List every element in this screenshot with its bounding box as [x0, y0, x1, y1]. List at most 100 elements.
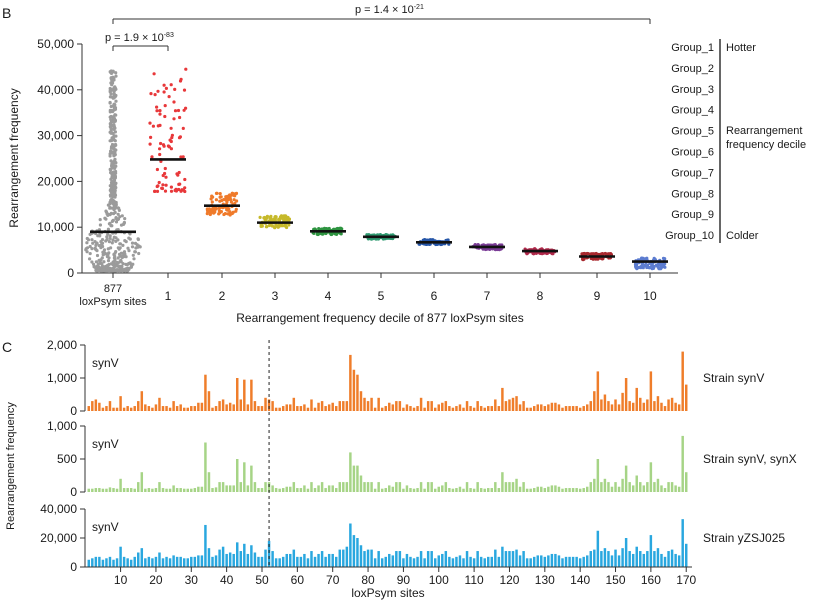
bar: [239, 551, 243, 567]
bar: [331, 402, 334, 411]
bar: [649, 535, 653, 567]
data-point: [284, 218, 288, 222]
bar: [345, 401, 349, 411]
data-point: [639, 266, 643, 270]
sig-short-label: p = 1.9 × 10-83: [105, 32, 174, 44]
bar: [610, 404, 614, 411]
row-y-tick-label: 1,000: [47, 419, 77, 433]
data-point: [161, 183, 165, 187]
data-point: [267, 223, 272, 228]
bar: [105, 406, 108, 411]
bar: [115, 558, 119, 567]
bar: [172, 555, 175, 567]
bar: [412, 558, 416, 567]
bar: [179, 488, 182, 492]
bar: [451, 407, 455, 411]
bar: [490, 488, 494, 492]
bar: [540, 486, 543, 492]
data-point: [111, 69, 115, 73]
bar: [274, 488, 278, 492]
bar: [211, 488, 214, 492]
bar: [243, 379, 246, 411]
data-point: [122, 221, 126, 225]
bar: [165, 488, 168, 492]
data-point: [95, 241, 99, 245]
data-point: [148, 121, 152, 125]
bar: [94, 399, 98, 411]
bar: [370, 397, 373, 411]
bar: [610, 486, 614, 492]
data-point: [93, 246, 97, 250]
bar: [236, 459, 239, 492]
bar: [366, 549, 370, 567]
data-point: [88, 252, 92, 256]
bar: [451, 558, 455, 567]
bar: [589, 482, 593, 492]
bar: [214, 406, 218, 411]
bar: [380, 407, 384, 411]
bar: [296, 406, 299, 411]
bar: [409, 488, 412, 492]
x-tick-label: 50: [255, 573, 269, 587]
bar: [483, 488, 486, 492]
bar: [462, 407, 465, 411]
bar: [225, 553, 228, 567]
bar: [232, 485, 235, 492]
data-point: [110, 183, 114, 187]
bar: [656, 548, 660, 567]
bar: [593, 478, 596, 492]
data-point: [109, 114, 113, 119]
data-point: [101, 253, 105, 257]
bar: [324, 406, 327, 411]
bar: [197, 402, 200, 411]
data-point: [235, 199, 239, 203]
bar: [158, 482, 161, 492]
bar: [412, 488, 416, 492]
data-point: [184, 67, 188, 71]
x-tick-label: 40: [220, 573, 234, 587]
bar: [607, 401, 610, 411]
data-point: [98, 234, 102, 238]
data-point: [281, 217, 285, 221]
data-point: [659, 267, 663, 271]
bar: [589, 401, 593, 411]
bar: [508, 551, 511, 567]
bar: [108, 556, 112, 567]
row-tag: synV: [92, 520, 119, 534]
data-point: [228, 197, 233, 201]
bar: [557, 404, 561, 411]
bar: [593, 391, 596, 411]
bar: [586, 486, 589, 492]
data-point: [128, 237, 132, 241]
data-point: [113, 183, 117, 187]
data-point: [169, 185, 173, 189]
data-point: [181, 126, 185, 130]
bar: [614, 549, 617, 567]
data-point: [231, 210, 235, 214]
data-point: [109, 76, 113, 80]
panel-b-legend: Hotter Rearrangement frequency decile Co…: [665, 39, 806, 243]
data-point: [90, 247, 94, 251]
bar: [94, 556, 98, 567]
bar: [455, 488, 458, 492]
x-tick-label: 60: [291, 573, 305, 587]
bar: [670, 482, 674, 492]
bar: [596, 459, 600, 492]
bar: [391, 555, 395, 567]
data-point: [124, 262, 128, 266]
data-point: [112, 170, 116, 174]
bar: [296, 488, 299, 492]
bar: [501, 472, 504, 492]
data-point: [182, 108, 186, 112]
data-point: [85, 241, 89, 245]
data-point: [173, 87, 177, 91]
bar: [292, 397, 296, 411]
bar: [232, 404, 235, 411]
legend-group-label: Group_1: [671, 42, 714, 54]
bar: [416, 556, 419, 567]
data-point: [229, 200, 233, 204]
data-point: [163, 166, 167, 171]
x-tick-label: 120: [499, 573, 519, 587]
data-point: [150, 155, 154, 159]
